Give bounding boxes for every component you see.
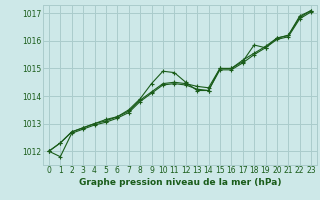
X-axis label: Graphe pression niveau de la mer (hPa): Graphe pression niveau de la mer (hPa) <box>79 178 281 187</box>
